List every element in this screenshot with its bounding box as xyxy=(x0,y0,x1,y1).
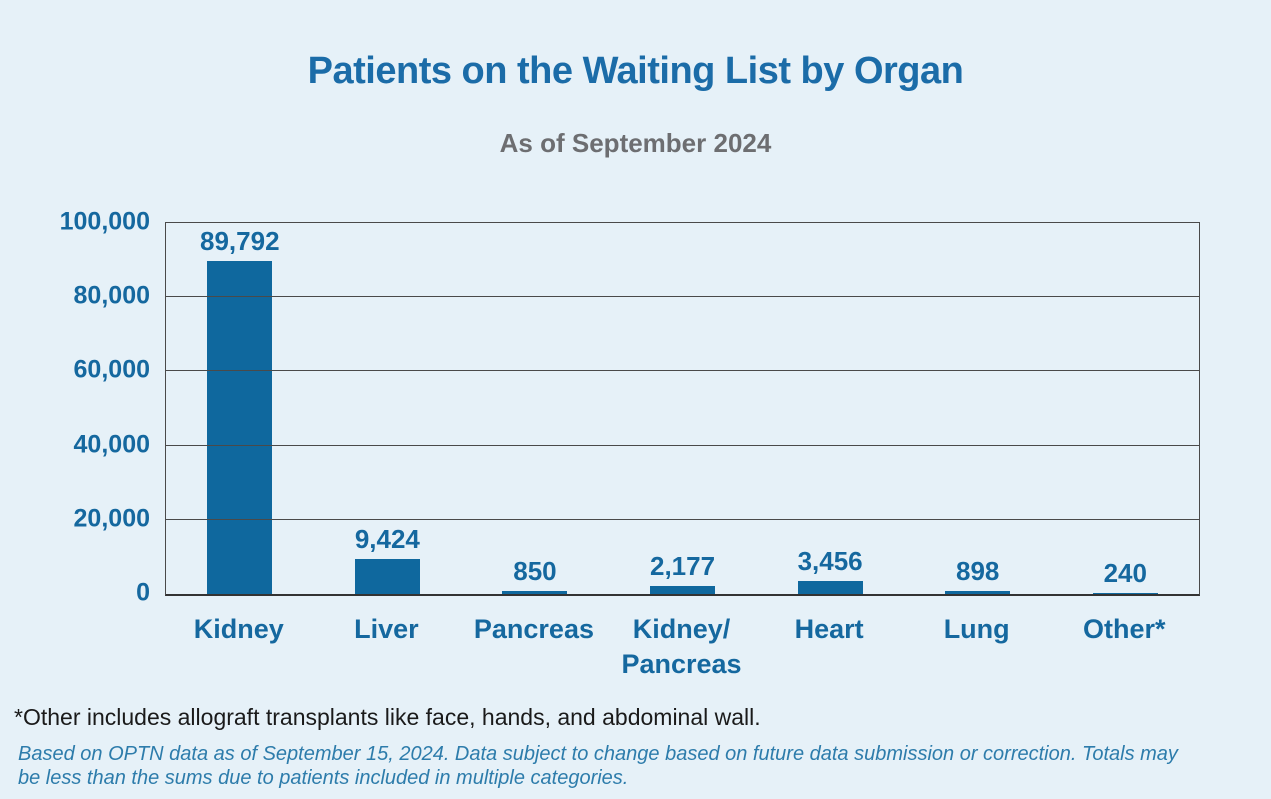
gridline xyxy=(166,518,1199,520)
gridline xyxy=(166,444,1199,446)
chart-subtitle: As of September 2024 xyxy=(499,128,772,158)
source-note-line: Based on OPTN data as of September 15, 2… xyxy=(18,743,1178,765)
bar xyxy=(650,586,716,594)
source-note: Based on OPTN data as of September 15, 2… xyxy=(18,742,1263,790)
y-axis-tick-label: 60,000 xyxy=(73,355,150,384)
bar-value-label: 898 xyxy=(955,556,1000,586)
bar-slot: 89,792 xyxy=(166,223,314,594)
source-note-line: be less than the sums due to patients in… xyxy=(18,767,629,789)
y-axis-tick-label: 40,000 xyxy=(73,430,150,459)
bar-value-label: 2,177 xyxy=(649,551,716,581)
bar-slot: 240 xyxy=(1051,223,1199,594)
x-axis: Kidney Liver Pancreas Kidney/ Pancreas Heart… xyxy=(165,612,1198,682)
plot-area: 89,792 9,424 850 2,177 3,456 898 240 xyxy=(165,222,1200,596)
footnote: *Other includes allograft transplants li… xyxy=(14,704,761,730)
bars-row: 89,792 9,424 850 2,177 3,456 898 240 xyxy=(166,223,1199,594)
y-axis: 0 20,000 40,000 60,000 80,000 100,000 xyxy=(0,208,150,607)
gridline xyxy=(166,370,1199,372)
y-axis-tick-label: 0 xyxy=(136,578,150,607)
bar xyxy=(354,559,420,594)
y-axis-tick-label: 80,000 xyxy=(73,281,150,310)
x-axis-label: Other* xyxy=(1082,614,1166,644)
x-axis-label: Heart xyxy=(794,614,864,644)
x-axis-label: Kidney xyxy=(193,614,284,644)
bar-value-label: 850 xyxy=(513,556,557,586)
y-axis-tick-label: 20,000 xyxy=(73,504,150,533)
bar-slot: 850 xyxy=(461,223,609,594)
bar-slot: 3,456 xyxy=(756,223,904,594)
y-axis-tick-label: 100,000 xyxy=(59,207,150,236)
x-axis-label: Liver xyxy=(354,614,419,644)
bar xyxy=(207,261,273,594)
bar xyxy=(797,581,863,594)
bar-value-label: 3,456 xyxy=(797,546,863,576)
bar xyxy=(502,591,568,594)
x-axis-label: Pancreas xyxy=(473,614,594,644)
bar-slot: 9,424 xyxy=(314,223,462,594)
page-title: Patients on the Waiting List by Organ xyxy=(307,50,964,92)
bar-slot: 898 xyxy=(904,223,1052,594)
x-axis-label: Kidney/ Pancreas xyxy=(621,614,742,679)
bar-value-label: 89,792 xyxy=(200,226,280,256)
bar-value-label: 9,424 xyxy=(354,524,420,554)
gridline xyxy=(166,296,1199,298)
bar-value-label: 240 xyxy=(1103,558,1147,588)
bar xyxy=(945,591,1011,594)
bar-slot: 2,177 xyxy=(609,223,757,594)
x-axis-label: Lung xyxy=(943,614,1010,644)
bar xyxy=(1092,593,1158,594)
